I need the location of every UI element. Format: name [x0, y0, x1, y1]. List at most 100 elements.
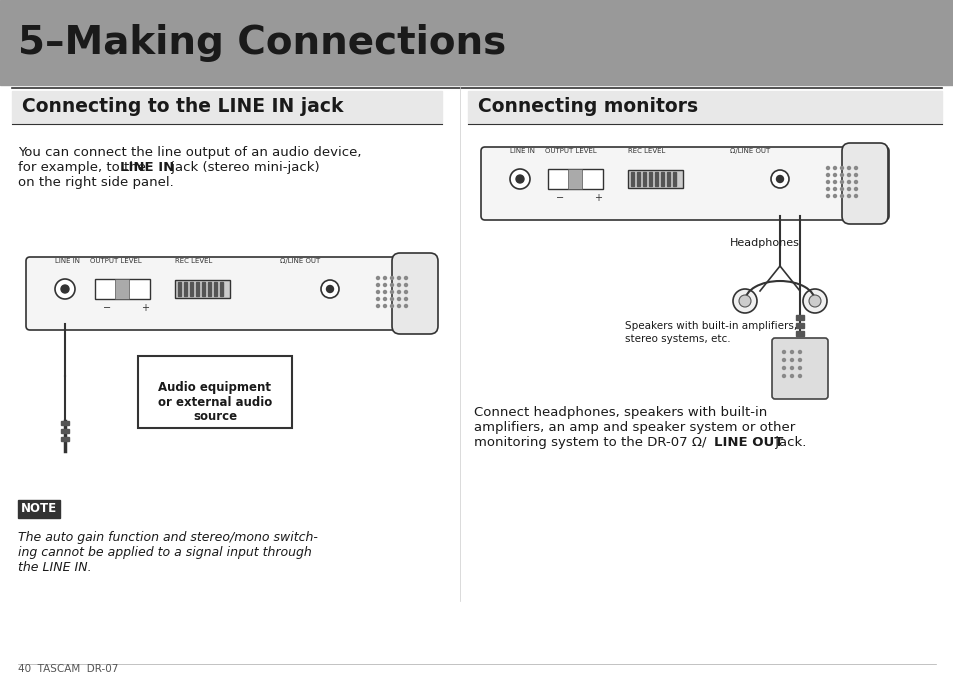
Text: Ω/LINE OUT: Ω/LINE OUT	[729, 148, 769, 154]
Text: −: −	[103, 303, 111, 313]
Circle shape	[510, 169, 530, 189]
Circle shape	[376, 305, 379, 307]
Circle shape	[390, 283, 393, 287]
Circle shape	[397, 276, 400, 279]
Text: The auto gain function and stereo/mono switch-: The auto gain function and stereo/mono s…	[18, 531, 317, 544]
Circle shape	[397, 283, 400, 287]
Bar	[547, 169, 602, 189]
Circle shape	[854, 180, 857, 183]
Circle shape	[404, 276, 407, 279]
Circle shape	[326, 285, 334, 292]
Circle shape	[825, 180, 828, 183]
Text: Speakers with built-in amplifiers,: Speakers with built-in amplifiers,	[624, 321, 797, 331]
Text: Connecting to the LINE IN jack: Connecting to the LINE IN jack	[22, 97, 343, 117]
Circle shape	[781, 375, 784, 377]
Circle shape	[825, 187, 828, 191]
Bar	[195, 282, 199, 296]
Bar	[115, 279, 129, 299]
Bar	[95, 279, 150, 299]
Circle shape	[840, 174, 842, 176]
FancyBboxPatch shape	[480, 147, 888, 220]
Circle shape	[846, 187, 850, 191]
Circle shape	[854, 195, 857, 198]
Bar	[637, 172, 639, 186]
Bar	[642, 172, 645, 186]
Bar	[627, 170, 682, 188]
Circle shape	[739, 295, 750, 307]
Circle shape	[833, 180, 836, 183]
Text: OUTPUT LEVEL: OUTPUT LEVEL	[544, 148, 597, 154]
Bar	[660, 172, 663, 186]
Text: Headphones: Headphones	[729, 238, 799, 248]
Circle shape	[840, 195, 842, 198]
Bar	[567, 169, 581, 189]
Circle shape	[833, 174, 836, 176]
Circle shape	[390, 298, 393, 300]
Circle shape	[790, 351, 793, 353]
Circle shape	[390, 305, 393, 307]
Text: monitoring system to the DR-07 Ω/: monitoring system to the DR-07 Ω/	[474, 436, 706, 449]
Circle shape	[376, 276, 379, 279]
Bar	[795, 323, 803, 328]
Circle shape	[798, 359, 801, 362]
Bar	[468, 91, 941, 123]
Bar	[213, 282, 216, 296]
Circle shape	[854, 174, 857, 176]
Text: REC LEVEL: REC LEVEL	[627, 148, 664, 154]
Circle shape	[390, 290, 393, 294]
Circle shape	[383, 283, 386, 287]
Circle shape	[320, 280, 338, 298]
Text: REC LEVEL: REC LEVEL	[174, 258, 213, 264]
Circle shape	[846, 195, 850, 198]
Circle shape	[781, 366, 784, 370]
Circle shape	[404, 283, 407, 287]
Text: OUTPUT LEVEL: OUTPUT LEVEL	[90, 258, 142, 264]
Circle shape	[404, 298, 407, 300]
Bar	[174, 280, 230, 298]
Bar	[648, 172, 651, 186]
Circle shape	[846, 167, 850, 169]
Circle shape	[790, 366, 793, 370]
Bar	[208, 282, 211, 296]
Circle shape	[404, 305, 407, 307]
Circle shape	[770, 170, 788, 188]
Circle shape	[516, 175, 523, 183]
Bar	[12, 91, 441, 123]
FancyBboxPatch shape	[771, 338, 827, 399]
Circle shape	[825, 167, 828, 169]
Bar	[202, 282, 205, 296]
Text: 40  TASCAM  DR-07: 40 TASCAM DR-07	[18, 664, 118, 674]
Text: ing cannot be applied to a signal input through: ing cannot be applied to a signal input …	[18, 546, 312, 559]
Text: jack (stereo mini-jack): jack (stereo mini-jack)	[167, 161, 319, 174]
Circle shape	[383, 276, 386, 279]
Text: 5–Making Connections: 5–Making Connections	[18, 24, 506, 62]
Bar	[61, 437, 69, 441]
Text: LINE OUT: LINE OUT	[713, 436, 782, 449]
Circle shape	[383, 298, 386, 300]
Bar	[655, 172, 658, 186]
Circle shape	[376, 298, 379, 300]
Circle shape	[825, 174, 828, 176]
Bar	[178, 282, 181, 296]
Circle shape	[833, 167, 836, 169]
Circle shape	[781, 359, 784, 362]
Circle shape	[61, 285, 69, 293]
Text: Audio equipment: Audio equipment	[158, 381, 272, 394]
Bar	[190, 282, 193, 296]
Bar	[672, 172, 676, 186]
Text: Connecting monitors: Connecting monitors	[477, 97, 698, 117]
Circle shape	[776, 176, 782, 182]
Text: LINE IN: LINE IN	[120, 161, 174, 174]
Circle shape	[833, 187, 836, 191]
Circle shape	[376, 290, 379, 294]
Circle shape	[846, 180, 850, 183]
Text: NOTE: NOTE	[21, 503, 57, 515]
Circle shape	[854, 167, 857, 169]
Text: amplifiers, an amp and speaker system or other: amplifiers, an amp and speaker system or…	[474, 421, 795, 434]
Circle shape	[404, 290, 407, 294]
Text: Ω/LINE OUT: Ω/LINE OUT	[280, 258, 320, 264]
Circle shape	[825, 195, 828, 198]
FancyBboxPatch shape	[138, 356, 292, 428]
Circle shape	[732, 289, 757, 313]
Bar	[795, 315, 803, 320]
